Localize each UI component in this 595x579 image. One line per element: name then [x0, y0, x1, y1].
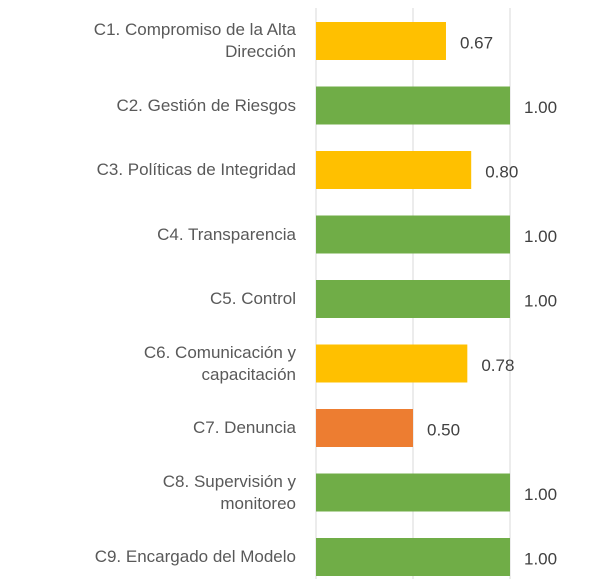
category-label: C7. Denuncia	[192, 418, 296, 437]
value-label: 1.00	[524, 291, 557, 310]
bar	[316, 344, 468, 383]
bar	[316, 151, 472, 189]
bar	[316, 409, 413, 447]
value-label: 0.80	[485, 162, 518, 181]
value-label: 0.50	[427, 420, 460, 439]
value-label: 1.00	[524, 549, 557, 568]
bar	[316, 280, 510, 318]
category-label: C8. Supervisión y monitoreo	[162, 471, 296, 513]
category-label: C2. Gestión de Riesgos	[116, 95, 296, 115]
category-label: C3. Políticas de Integridad	[96, 160, 296, 179]
bar	[316, 215, 510, 254]
value-label: 1.00	[524, 98, 557, 117]
bar	[316, 473, 510, 512]
category-label: C6. Comunicación y capacitación	[143, 342, 296, 384]
category-label: C5. Control	[210, 289, 296, 308]
value-label: 0.78	[481, 356, 514, 375]
value-label: 1.00	[524, 227, 557, 246]
bar	[316, 538, 510, 576]
bar	[316, 86, 510, 125]
category-label: C4. Transparencia	[157, 224, 296, 244]
value-label: 0.67	[460, 33, 493, 52]
bar	[316, 22, 446, 60]
category-label: C9. Encargado del Modelo	[94, 547, 296, 566]
value-label: 1.00	[524, 485, 557, 504]
category-label: C1. Compromiso de la Alta Dirección	[93, 20, 296, 61]
